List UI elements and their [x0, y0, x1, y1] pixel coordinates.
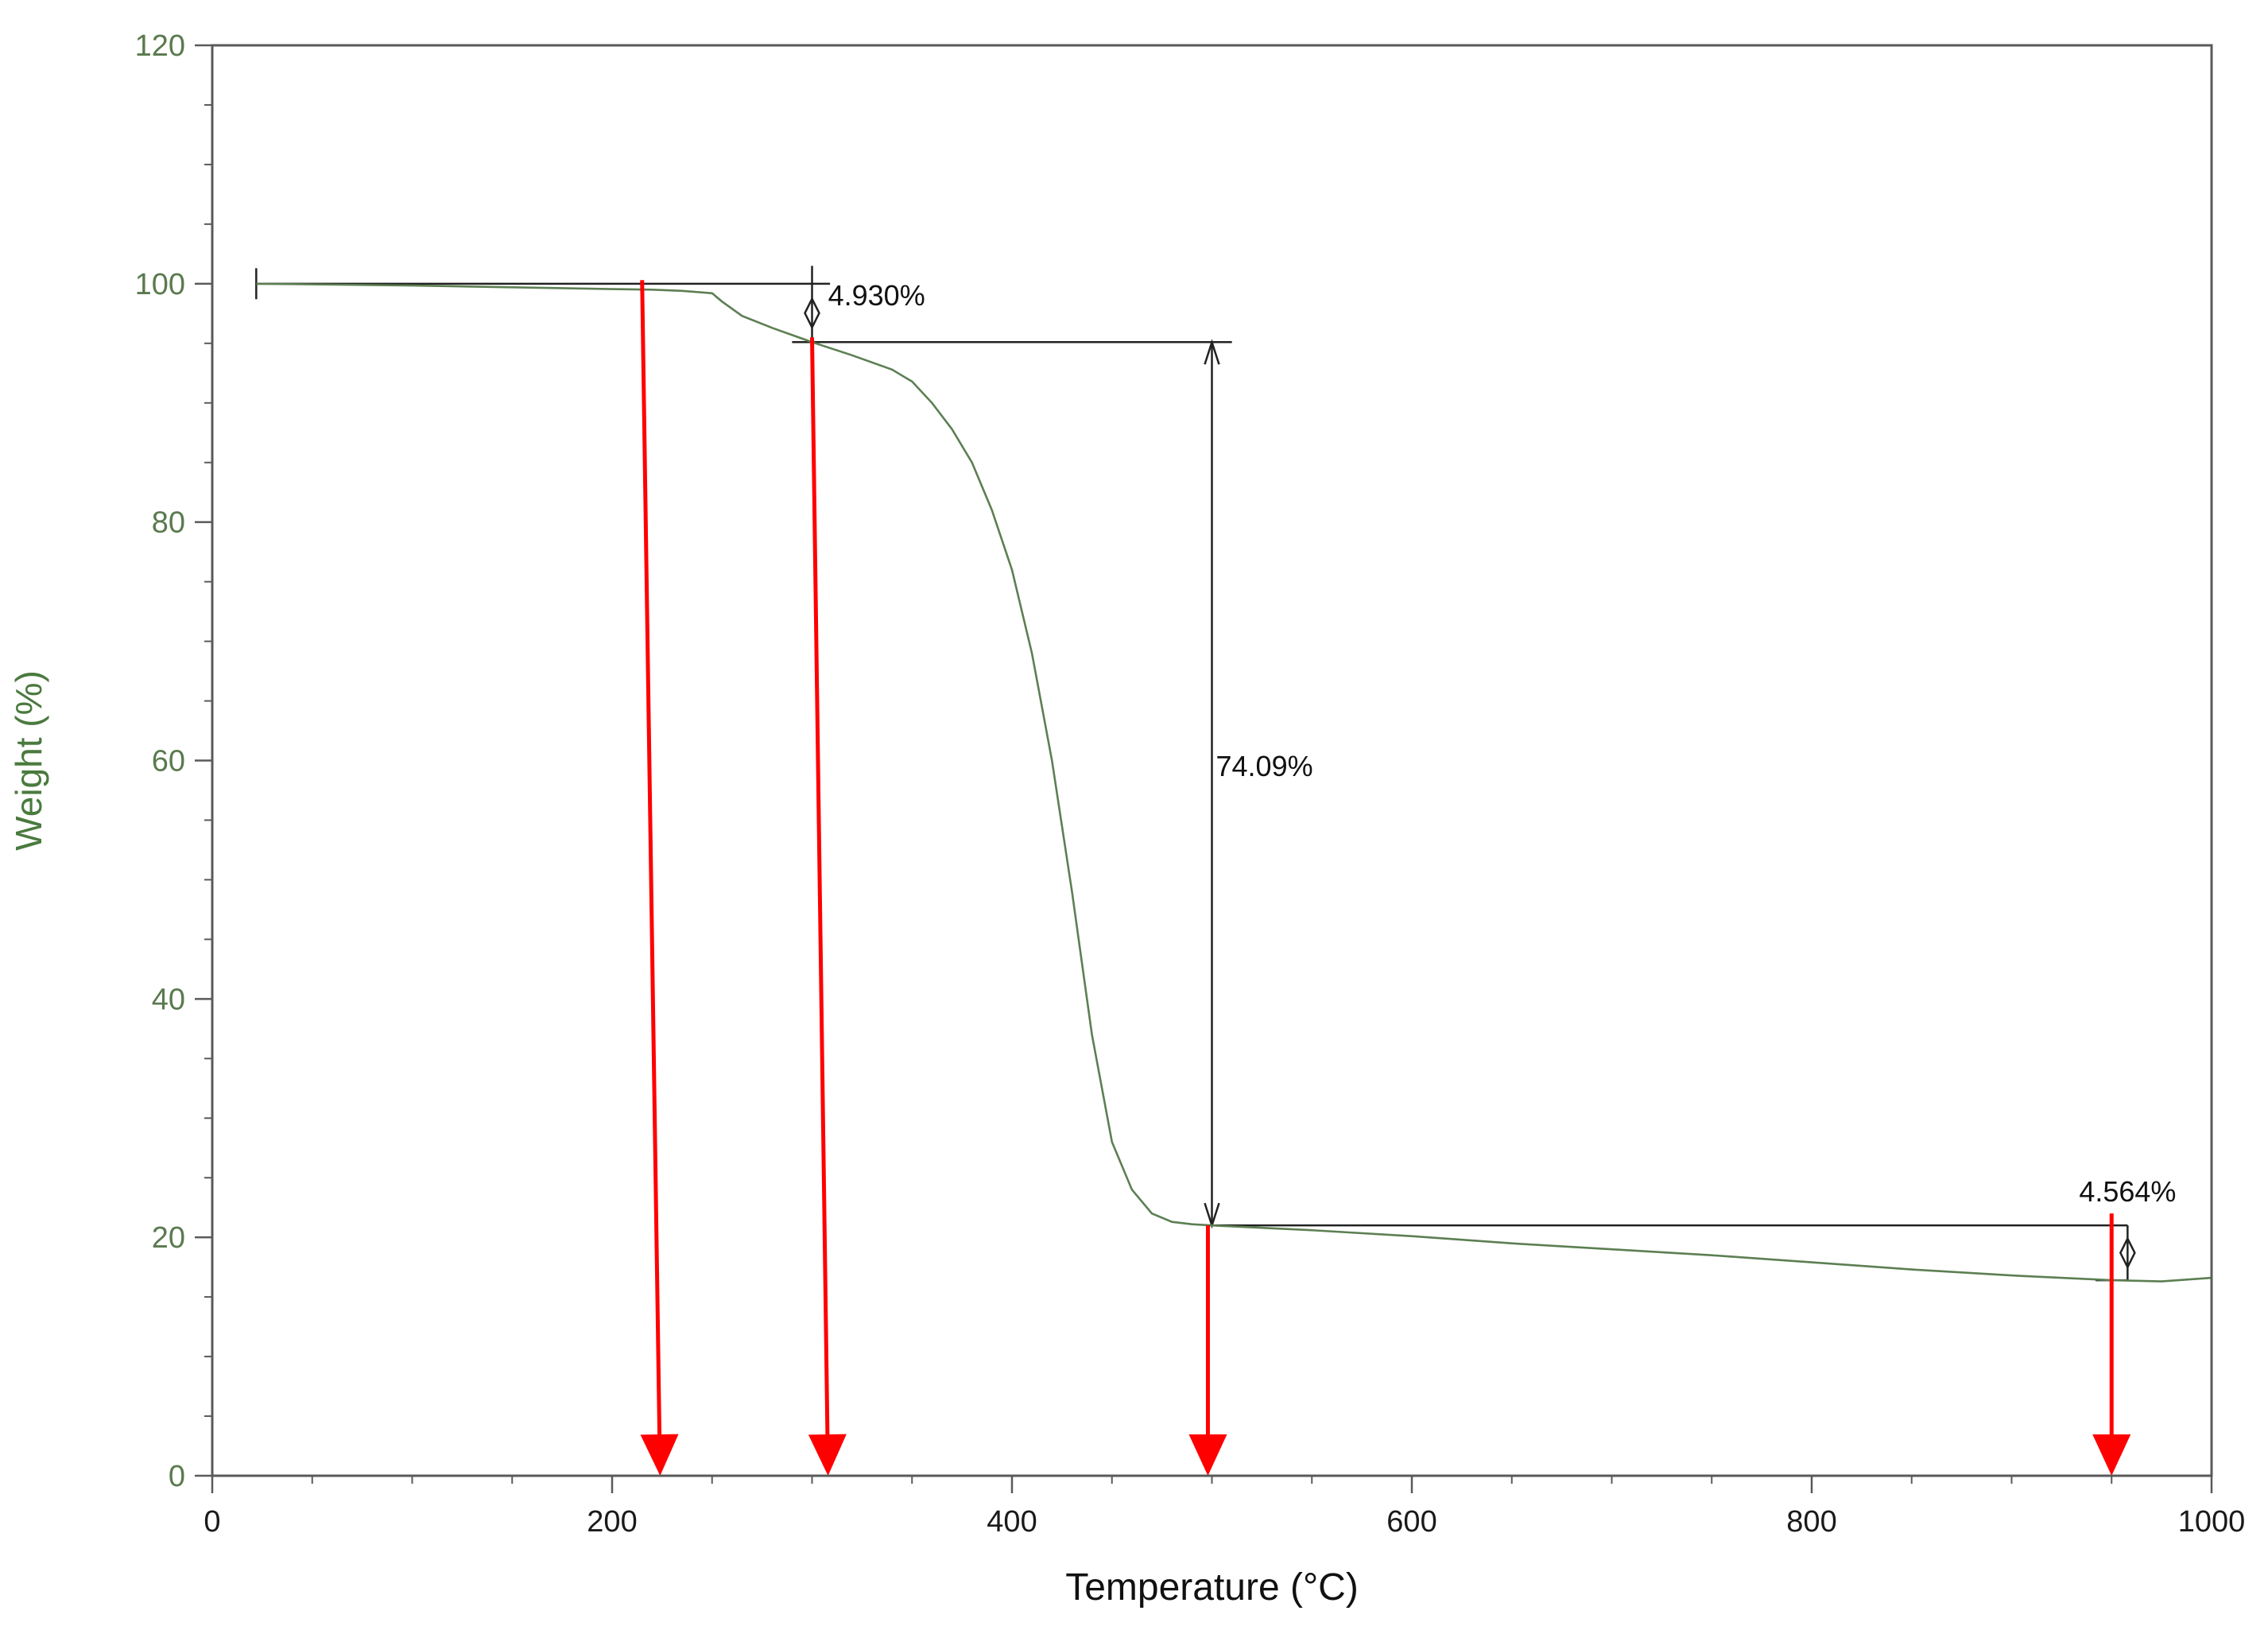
annotation-diamond-marker — [804, 296, 820, 330]
annotation-label: 4.930% — [828, 279, 925, 312]
x-axis-title: Temperature (°C) — [1065, 1566, 1359, 1609]
red-arrow-head — [808, 1434, 847, 1476]
annotations: 4.930% 74.09% 4.564% — [255, 266, 2176, 1282]
x-tick-label: 1000 — [2178, 1505, 2246, 1539]
red-arrow-head — [1188, 1434, 1227, 1476]
y-tick-label: 100 — [135, 268, 185, 301]
x-tick-label: 400 — [987, 1505, 1037, 1539]
annotation-diamond-marker — [2119, 1236, 2136, 1270]
x-tick-labels: 0 200 400 600 800 1000 — [204, 1505, 2245, 1539]
annotation-label: 74.09% — [1216, 750, 1313, 782]
x-tick-label: 600 — [1386, 1505, 1436, 1539]
y-tick-label: 40 — [152, 983, 185, 1016]
x-tick-label: 800 — [1786, 1505, 1836, 1539]
annotation-label: 4.564% — [2079, 1175, 2176, 1208]
y-tick-label: 0 — [169, 1460, 185, 1493]
red-arrow-head — [640, 1434, 679, 1476]
red-arrow-shaft — [640, 280, 662, 1435]
x-tick-label: 0 — [204, 1505, 220, 1539]
red-arrow-head — [2092, 1434, 2131, 1476]
y-tick-label: 120 — [135, 29, 185, 63]
weight-curve — [256, 282, 2212, 1283]
y-tick-label: 80 — [152, 506, 185, 540]
y-tick-labels: 0 20 40 60 80 100 120 — [135, 29, 185, 1493]
red-arrows — [640, 280, 2131, 1476]
y-axis-title: Weight (%) — [8, 670, 49, 851]
y-tick-label: 20 — [152, 1221, 185, 1255]
annotation-arrowhead — [1204, 339, 1220, 365]
major-ticks — [195, 44, 2213, 1493]
red-arrow-shaft — [810, 337, 830, 1435]
minor-ticks — [204, 103, 2113, 1484]
x-tick-label: 200 — [587, 1505, 637, 1539]
plot-frame — [211, 44, 2213, 1477]
y-tick-label: 60 — [152, 745, 185, 778]
